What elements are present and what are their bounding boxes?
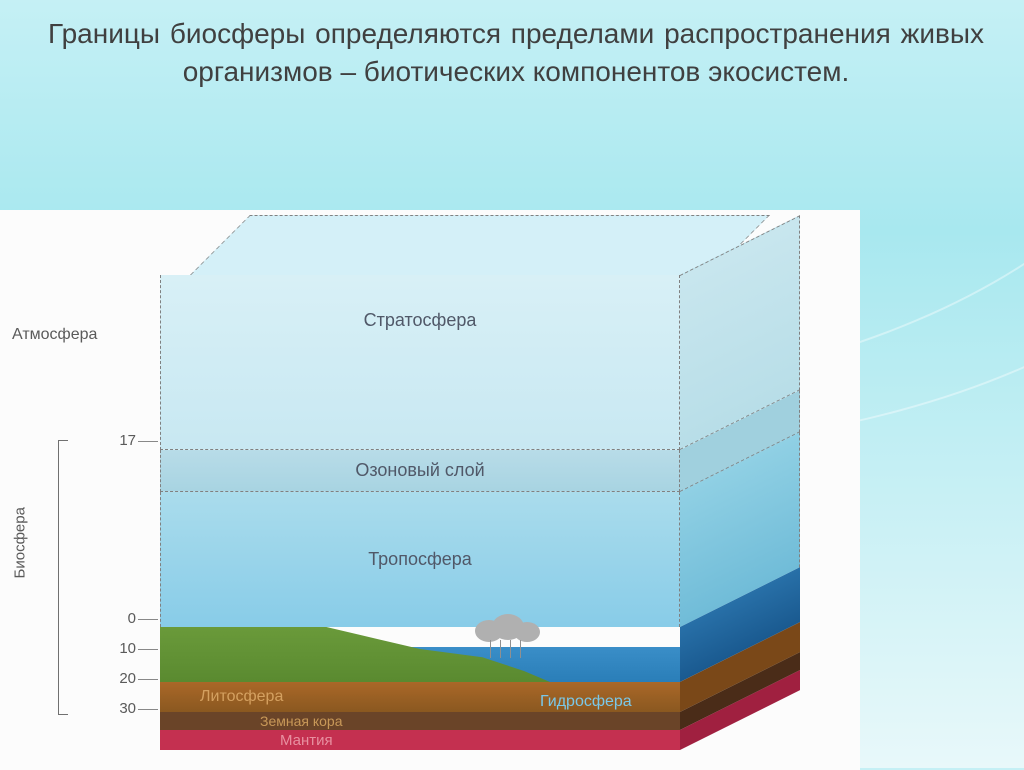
rain-cloud-icon (470, 612, 550, 652)
troposphere-label: Тропосфера (368, 549, 472, 570)
ozone-label: Озоновый слой (355, 460, 484, 481)
biosphere-bracket (58, 440, 68, 715)
mantle-label: Мантия (280, 732, 333, 749)
block-right-face (680, 155, 800, 685)
atmosphere-label: Атмосфера (12, 326, 97, 344)
lithosphere-label: Литосфера (200, 688, 283, 706)
slide-title-text: Границы биосферы определяются пределами … (48, 15, 984, 91)
biosphere-diagram: Атмосфера Биосфера 17 0 10 20 30 Стратос… (0, 210, 860, 770)
scale-tick: 30 (106, 700, 136, 717)
scale-tick: 17 (106, 432, 136, 449)
earth-layers-block: Стратосфера Озоновый слой Тропосфера (160, 215, 800, 750)
mantle-layer: Мантия (160, 730, 680, 750)
surface-zone (160, 627, 680, 682)
crust-label: Земная кора (260, 713, 343, 729)
block-front-face: Стратосфера Озоновый слой Тропосфера (160, 275, 680, 745)
scale-tick: 10 (106, 640, 136, 657)
ozone-layer: Озоновый слой (160, 450, 680, 492)
crust-layer: Земная кора (160, 712, 680, 730)
biosphere-label: Биосфера (12, 507, 29, 578)
hydrosphere-label: Гидросфера (540, 693, 632, 711)
axis-labels-group: Атмосфера Биосфера 17 0 10 20 30 (0, 210, 180, 770)
scale-tick: 0 (106, 610, 136, 627)
troposphere-layer: Тропосфера (160, 492, 680, 627)
stratosphere-label: Стратосфера (364, 310, 477, 331)
scale-tick: 20 (106, 670, 136, 687)
stratosphere-layer: Стратосфера (160, 275, 680, 450)
